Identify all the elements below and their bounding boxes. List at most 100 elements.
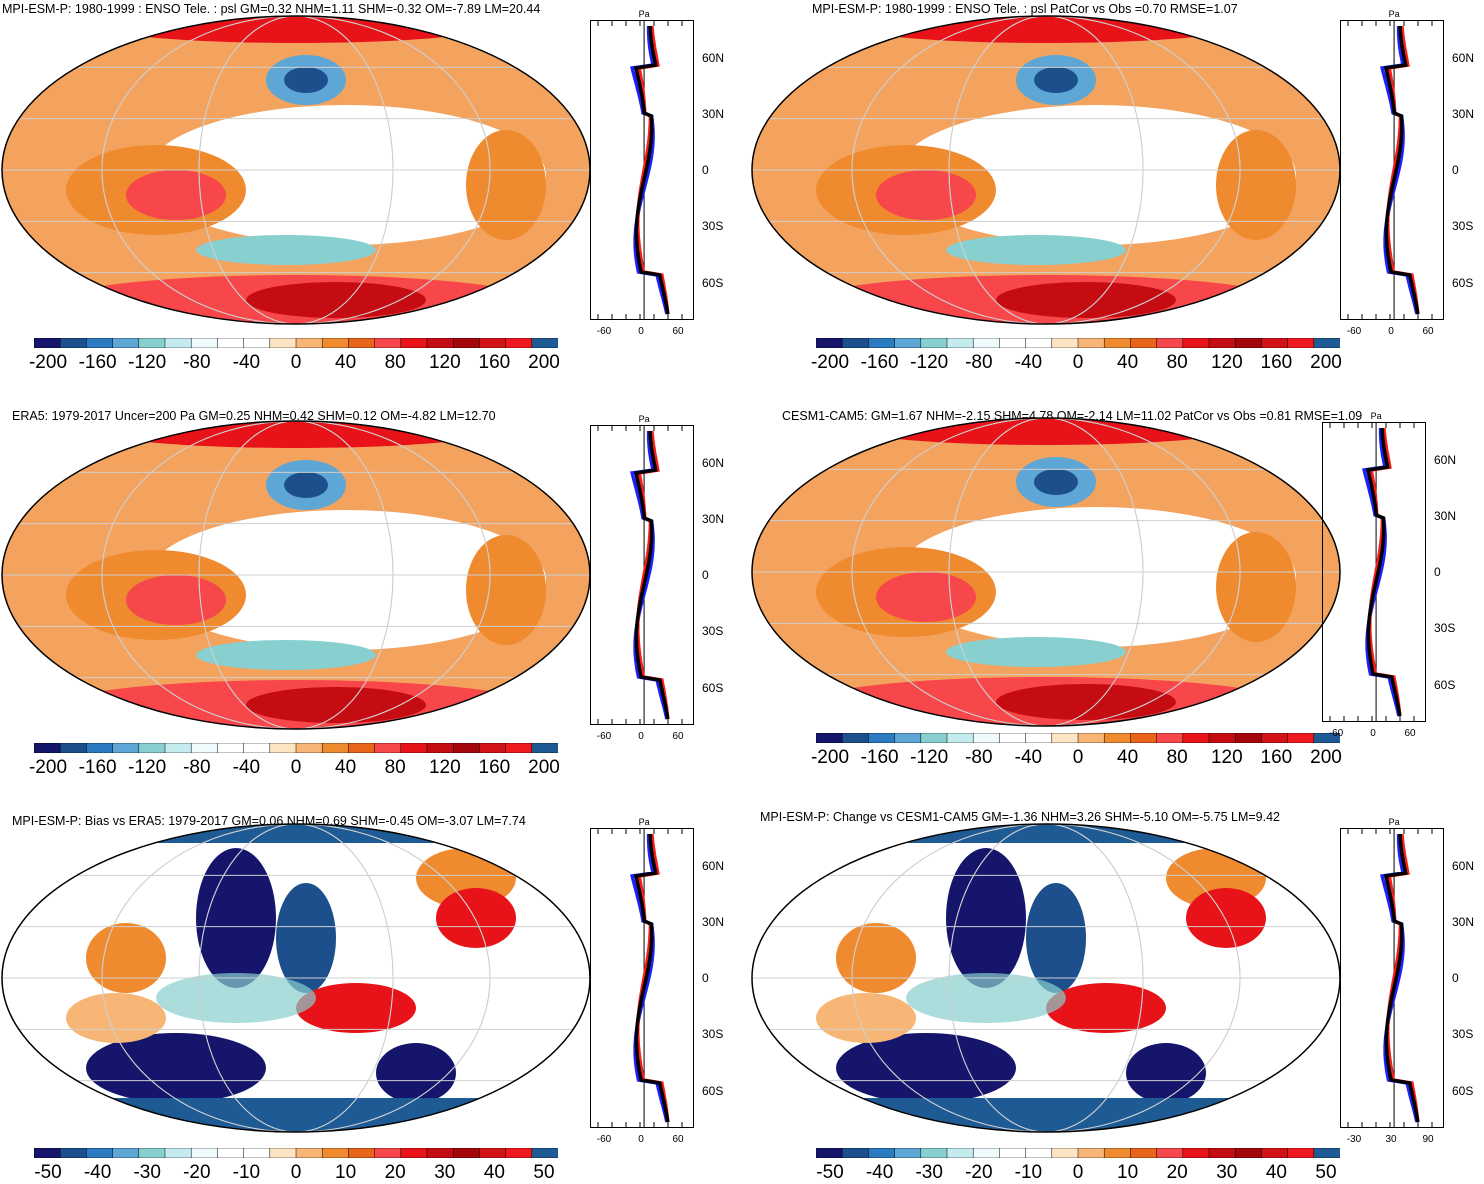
zonal-x-tick-label: 60	[672, 731, 684, 742]
colorbar-tick-label: 50	[533, 1162, 555, 1183]
map-plot	[1, 420, 591, 730]
colorbar-tick-label: -200	[28, 757, 68, 778]
latitude-label: 30N	[1452, 106, 1475, 121]
latitude-label: 30N	[1452, 914, 1475, 929]
colorbar-tick-label: 30	[434, 1162, 456, 1183]
colorbar-tick-label: 160	[1260, 747, 1293, 768]
colorbar-tick-label: 160	[1260, 352, 1293, 373]
colorbar-tick-label: 30	[1216, 1162, 1238, 1183]
latitude-label: 0	[702, 163, 709, 177]
colorbar-tick-label: -40	[83, 1162, 112, 1183]
zonal-unit-label: Pa	[1388, 817, 1400, 827]
zonal-x-tick-label: -60	[596, 1134, 612, 1145]
panel-title: MPI-ESM-P: Change vs CESM1-CAM5 GM=-1.36…	[760, 810, 1280, 824]
latitude-label: 60S	[1434, 677, 1456, 692]
colorbar-tick-label: 0	[290, 757, 302, 778]
latitude-label: 30S	[1452, 219, 1474, 234]
colorbar-tick-label: 160	[478, 352, 511, 373]
latitude-label: 0	[702, 568, 709, 582]
latitude-label: 60S	[702, 1083, 724, 1098]
zonal-x-tick-label: -60	[1328, 728, 1344, 739]
colorbar-tick-label: -80	[183, 352, 211, 373]
colorbar-tick-label: 40	[483, 1162, 505, 1183]
colorbar-tick-label: -160	[78, 757, 117, 778]
colorbar-tick-label: 10	[335, 1162, 357, 1183]
colorbar-tick-label: -80	[183, 757, 211, 778]
colorbar-tick-label: 0	[1072, 352, 1084, 373]
colorbar-tick-label: 200	[1310, 352, 1342, 373]
colorbar-tick-label: 40	[1117, 352, 1139, 373]
colorbar-tick-label: -50	[34, 1162, 62, 1183]
latitude-label: 0	[1452, 971, 1459, 985]
latitude-label: 0	[1434, 565, 1441, 579]
zonal-unit-label: Pa	[638, 817, 650, 827]
zonal-x-tick-label: 0	[638, 326, 644, 337]
zonal-x-tick-label: 0	[1370, 728, 1376, 739]
colorbar-tick-label: -20	[965, 1162, 993, 1183]
latitude-label: 60N	[1452, 50, 1475, 65]
colorbar-tick-label: -200	[810, 747, 850, 768]
zonal-x-tick-label: 60	[1404, 728, 1416, 739]
colorbar-tick-label: 80	[384, 757, 406, 778]
panel-title: MPI-ESM-P: 1980-1999 : ENSO Tele. : psl …	[812, 2, 1238, 16]
colorbar-tick-label: 40	[335, 352, 357, 373]
colorbar-tick-label: -120	[910, 352, 949, 373]
colorbar-tick-label: 20	[1166, 1162, 1188, 1183]
colorbar-tick-label: -40	[1014, 352, 1043, 373]
colorbar-tick-label: -40	[865, 1162, 894, 1183]
colorbar-tick-label: 80	[1166, 352, 1188, 373]
zonal-mean-plot	[590, 425, 694, 725]
zonal-x-tick-label: -30	[1346, 1134, 1362, 1145]
zonal-x-tick-label: -60	[1346, 326, 1362, 337]
zonal-x-tick-label: 0	[638, 731, 644, 742]
colorbar-tick-label: -40	[232, 757, 261, 778]
zonal-x-tick-label: 90	[1422, 1134, 1434, 1145]
map-plot	[751, 15, 1341, 325]
colorbar-tick-label: -160	[78, 352, 117, 373]
latitude-label: 60S	[1452, 1083, 1474, 1098]
latitude-label: 30S	[702, 219, 724, 234]
zonal-x-tick-label: 0	[638, 1134, 644, 1145]
zonal-x-tick-label: 60	[672, 1134, 684, 1145]
colorbar-tick-label: -160	[860, 352, 899, 373]
latitude-label: 30S	[702, 1027, 724, 1042]
colorbar	[816, 338, 1340, 348]
colorbar-tick-label: 80	[384, 352, 406, 373]
latitude-label: 60N	[702, 50, 725, 65]
map-plot	[751, 417, 1341, 727]
colorbar-tick-label: 0	[1072, 1162, 1084, 1183]
colorbar-tick-label: -10	[1014, 1162, 1043, 1183]
colorbar-tick-label: -50	[816, 1162, 844, 1183]
map-plot	[1, 15, 591, 325]
colorbar-tick-label: -80	[965, 352, 993, 373]
latitude-label: 60N	[702, 455, 725, 470]
latitude-label: 30N	[702, 914, 725, 929]
latitude-label: 30S	[1452, 1027, 1474, 1042]
colorbar-tick-label: -80	[965, 747, 993, 768]
colorbar-tick-label: 200	[528, 352, 560, 373]
colorbar-tick-label: 80	[1166, 747, 1188, 768]
colorbar	[34, 1148, 558, 1158]
panel-title: CESM1-CAM5: GM=1.67 NHM=-2.15 SHM=4.78 O…	[782, 409, 1363, 423]
colorbar-tick-label: 120	[1210, 747, 1243, 768]
colorbar-tick-label: -20	[183, 1162, 211, 1183]
zonal-x-tick-label: 30	[1385, 1134, 1397, 1145]
zonal-mean-plot	[590, 20, 694, 320]
colorbar-tick-label: 120	[428, 757, 461, 778]
colorbar-tick-label: 120	[1210, 352, 1243, 373]
zonal-unit-label: Pa	[1388, 9, 1400, 19]
panel-title: ERA5: 1979-2017 Uncer=200 Pa GM=0.25 NHM…	[12, 409, 496, 423]
colorbar-tick-label: -120	[128, 352, 167, 373]
colorbar	[34, 743, 558, 753]
latitude-label: 30N	[1434, 508, 1457, 523]
map-plot	[1, 823, 591, 1133]
colorbar-tick-label: -30	[915, 1162, 943, 1183]
map-plot	[751, 823, 1341, 1133]
zonal-unit-label: Pa	[638, 414, 650, 424]
zonal-mean-plot	[1322, 422, 1426, 722]
latitude-label: 30S	[702, 624, 724, 639]
colorbar-tick-label: 10	[1117, 1162, 1139, 1183]
colorbar-tick-label: 0	[290, 352, 302, 373]
colorbar-tick-label: -120	[910, 747, 949, 768]
colorbar-tick-label: 0	[290, 1162, 302, 1183]
